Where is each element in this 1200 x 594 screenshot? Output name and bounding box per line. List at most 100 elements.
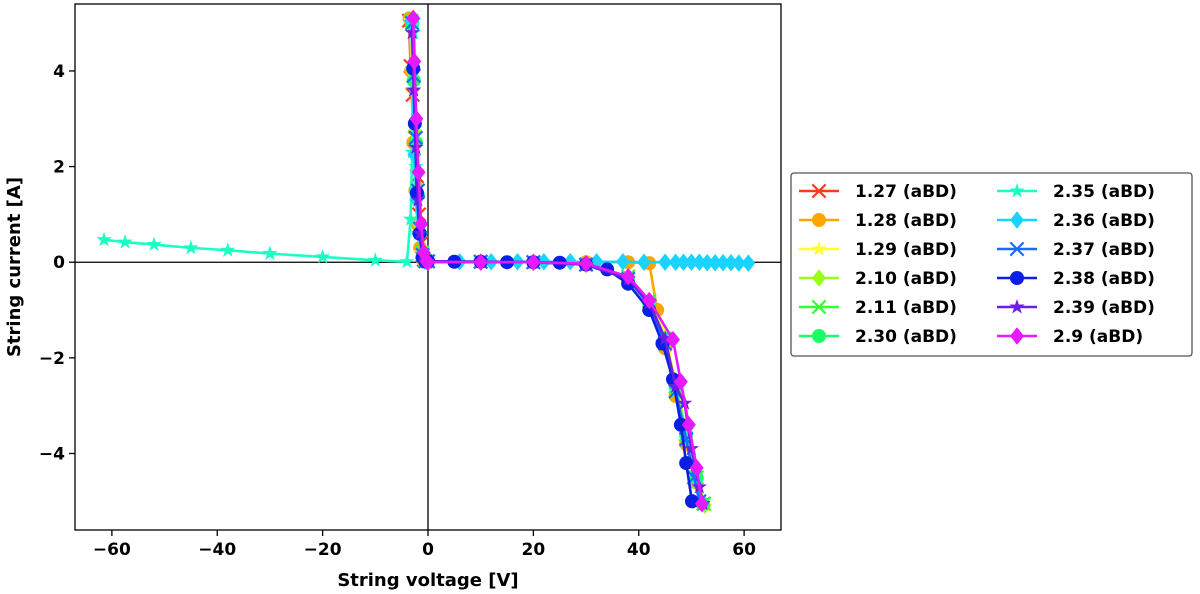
legend-entry: 2.37 (aBD) bbox=[997, 240, 1155, 260]
data-point bbox=[689, 459, 704, 477]
data-point bbox=[668, 253, 683, 271]
data-point bbox=[407, 52, 422, 71]
x-tick-label: −40 bbox=[198, 540, 236, 560]
data-point bbox=[657, 330, 673, 346]
data-point bbox=[673, 373, 688, 391]
series-line bbox=[409, 20, 749, 265]
data-point bbox=[579, 254, 594, 273]
legend-marker bbox=[812, 213, 826, 227]
y-tick-label: −2 bbox=[39, 349, 65, 369]
data-point bbox=[708, 253, 723, 272]
series-line bbox=[411, 18, 704, 504]
data-point bbox=[723, 253, 738, 272]
data-point bbox=[409, 110, 424, 128]
y-tick-label: 0 bbox=[53, 253, 65, 273]
data-point bbox=[526, 253, 541, 271]
series-layer bbox=[96, 9, 756, 514]
legend-box bbox=[790, 172, 1193, 357]
legend-marker bbox=[812, 269, 826, 287]
y-tick-label: 4 bbox=[53, 62, 65, 82]
data-point bbox=[692, 253, 707, 271]
legend-entry: 2.11 (aBD) bbox=[799, 298, 957, 318]
data-point bbox=[679, 456, 694, 471]
data-point bbox=[421, 253, 435, 271]
legend-label: 1.27 (aBD) bbox=[855, 182, 957, 202]
data-point bbox=[146, 236, 162, 252]
data-point bbox=[406, 9, 421, 28]
legend-marker bbox=[811, 183, 827, 199]
data-point bbox=[412, 225, 428, 241]
legend-entry: 2.38 (aBD) bbox=[997, 269, 1155, 289]
legend-marker bbox=[1009, 241, 1025, 257]
legend-entry: 2.9 (aBD) bbox=[997, 327, 1143, 347]
data-point bbox=[681, 416, 696, 434]
data-point bbox=[563, 252, 578, 271]
data-point bbox=[408, 139, 424, 154]
x-axis: −60 −40 −20 0 20 40 60 bbox=[93, 530, 756, 560]
legend-entry: 2.30 (aBD) bbox=[799, 327, 957, 347]
data-point bbox=[473, 253, 488, 271]
data-point bbox=[402, 211, 419, 226]
data-point bbox=[404, 24, 420, 40]
data-point bbox=[684, 253, 699, 271]
data-point bbox=[314, 248, 331, 264]
data-point bbox=[117, 234, 133, 249]
data-point bbox=[642, 291, 657, 310]
legend-marker bbox=[1010, 211, 1024, 229]
x-tick-label: 40 bbox=[627, 540, 651, 560]
y-axis: −4 −2 0 2 4 bbox=[39, 62, 75, 464]
data-point bbox=[621, 267, 636, 286]
x-tick-label: −20 bbox=[304, 540, 342, 560]
data-point bbox=[731, 254, 746, 272]
data-point bbox=[667, 378, 684, 394]
x-tick-label: −60 bbox=[93, 540, 131, 560]
y-tick-label: 2 bbox=[53, 158, 65, 178]
x-tick-label: 60 bbox=[732, 540, 756, 560]
legend-label: 2.11 (aBD) bbox=[855, 298, 957, 318]
data-point bbox=[700, 253, 715, 272]
legend-label: 1.29 (aBD) bbox=[855, 240, 957, 260]
legend-label: 2.10 (aBD) bbox=[855, 269, 957, 289]
legend-marker bbox=[1010, 271, 1024, 285]
data-point bbox=[410, 192, 426, 207]
legend-marker bbox=[1009, 182, 1025, 198]
legend-marker bbox=[811, 299, 827, 315]
data-point bbox=[406, 82, 422, 97]
data-point bbox=[658, 253, 673, 271]
legend-label: 2.9 (aBD) bbox=[1053, 327, 1143, 347]
legend-label: 2.35 (aBD) bbox=[1053, 182, 1155, 202]
legend-entry: 1.27 (aBD) bbox=[799, 182, 957, 202]
legend-marker bbox=[1009, 298, 1025, 314]
legend-label: 2.37 (aBD) bbox=[1053, 240, 1155, 260]
legend-label: 1.28 (aBD) bbox=[855, 211, 957, 231]
y-axis-label: String current [A] bbox=[4, 177, 25, 357]
legend-entry: 2.10 (aBD) bbox=[799, 269, 957, 289]
legend-marker bbox=[1010, 327, 1024, 345]
series-2-38 bbox=[406, 61, 699, 509]
legend-entry: 2.36 (aBD) bbox=[997, 211, 1155, 231]
data-point bbox=[615, 252, 630, 271]
data-point bbox=[411, 163, 426, 182]
legend-label: 2.36 (aBD) bbox=[1053, 211, 1155, 231]
legend-entry: 1.29 (aBD) bbox=[799, 240, 957, 260]
legend-marker bbox=[812, 329, 826, 343]
x-tick-label: 0 bbox=[422, 540, 434, 560]
legend-label: 2.38 (aBD) bbox=[1053, 269, 1155, 289]
data-point bbox=[414, 215, 429, 233]
data-point bbox=[684, 494, 699, 509]
data-point bbox=[683, 440, 700, 456]
data-point bbox=[220, 242, 236, 257]
legend-marker bbox=[811, 240, 827, 256]
data-point bbox=[96, 231, 112, 247]
series-line bbox=[411, 68, 694, 502]
data-point bbox=[637, 253, 652, 271]
legend: 1.27 (aBD) 1.28 (aBD) 1.29 (aBD) 2.10 (aBD)… bbox=[790, 172, 1193, 357]
series-2-9 bbox=[406, 9, 709, 513]
legend-entry: 1.28 (aBD) bbox=[799, 211, 957, 231]
data-point bbox=[676, 253, 691, 271]
series-2-36 bbox=[404, 11, 756, 272]
data-point bbox=[183, 239, 199, 255]
data-point bbox=[665, 330, 680, 349]
data-point bbox=[673, 417, 688, 432]
